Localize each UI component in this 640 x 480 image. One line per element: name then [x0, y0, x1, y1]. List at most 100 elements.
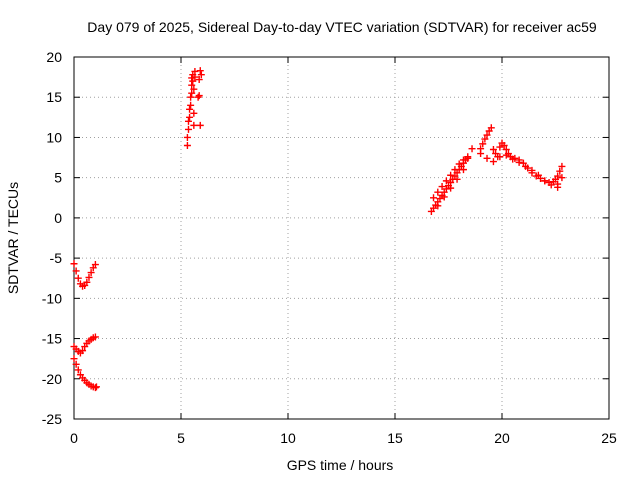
- data-point: [541, 177, 549, 185]
- data-point: [496, 143, 504, 151]
- data-point: [183, 133, 191, 141]
- data-point: [515, 158, 523, 166]
- series-evening-segment: [427, 124, 566, 215]
- series-early-segment-c: [70, 355, 100, 392]
- data-point: [196, 67, 204, 75]
- data-point: [451, 166, 459, 174]
- data-point: [188, 81, 196, 89]
- data-point: [464, 153, 472, 161]
- data-point: [438, 183, 446, 191]
- data-point: [186, 105, 194, 113]
- data-point: [74, 366, 82, 374]
- x-tick-label: 10: [280, 430, 296, 446]
- y-tick-label: -10: [42, 290, 62, 306]
- data-point: [74, 274, 82, 282]
- y-tick-label: -25: [42, 411, 62, 427]
- data-point: [190, 85, 198, 93]
- x-tick-label: 5: [177, 430, 185, 446]
- data-point: [87, 269, 95, 277]
- y-tick-label: 0: [54, 210, 62, 226]
- data-point: [440, 193, 448, 201]
- data-point: [189, 77, 197, 85]
- data-point: [483, 154, 491, 162]
- data-point: [442, 177, 450, 185]
- data-point: [191, 67, 199, 75]
- data-point: [70, 260, 78, 268]
- data-point: [83, 278, 91, 286]
- data-point: [534, 171, 542, 179]
- data-point: [453, 175, 461, 183]
- x-tick-label: 15: [387, 430, 403, 446]
- data-point: [554, 180, 562, 188]
- chart-title: Day 079 of 2025, Sidereal Day-to-day VTE…: [87, 19, 597, 35]
- data-point: [434, 202, 442, 210]
- data-point: [190, 109, 198, 117]
- data-point: [554, 172, 562, 180]
- data-point: [72, 267, 80, 275]
- y-tick-label: -15: [42, 331, 62, 347]
- data-points: [70, 67, 566, 392]
- data-point: [91, 333, 99, 341]
- x-tick-label: 20: [494, 430, 510, 446]
- data-point: [556, 167, 564, 175]
- y-tick-labels: -25 -20 -15 -10 -5 0 5 10 15 20: [42, 49, 62, 427]
- data-point: [468, 145, 476, 153]
- y-tick-label: 10: [46, 129, 62, 145]
- data-point: [481, 135, 489, 143]
- series-early-segment-a: [70, 260, 99, 290]
- data-point: [455, 160, 463, 168]
- data-point: [430, 194, 438, 202]
- data-point: [196, 121, 204, 129]
- data-point: [91, 384, 99, 392]
- data-point: [487, 124, 495, 132]
- y-tick-label: -20: [42, 371, 62, 387]
- data-point: [477, 150, 485, 158]
- data-point: [85, 273, 93, 281]
- y-tick-label: 15: [46, 89, 62, 105]
- data-point: [72, 360, 80, 368]
- data-point: [195, 76, 203, 84]
- series-early-segment-b: [70, 333, 99, 357]
- data-point: [188, 89, 196, 97]
- data-point: [509, 155, 517, 163]
- data-point: [186, 113, 194, 121]
- data-point: [92, 383, 100, 391]
- x-tick-label: 25: [601, 430, 617, 446]
- data-point: [558, 174, 566, 182]
- data-point: [459, 166, 467, 174]
- y-tick-label: 20: [46, 49, 62, 65]
- data-point: [502, 151, 510, 159]
- axis-ticks: [73, 56, 610, 420]
- data-point: [489, 146, 497, 154]
- data-point: [187, 93, 195, 101]
- x-tick-labels: 0 5 10 15 20 25: [70, 430, 617, 446]
- data-point: [447, 184, 455, 192]
- data-point: [528, 166, 536, 174]
- data-point: [190, 121, 198, 129]
- data-point: [197, 71, 205, 79]
- data-point: [187, 101, 195, 109]
- data-point: [70, 355, 78, 363]
- data-point: [447, 171, 455, 179]
- data-point: [479, 140, 487, 148]
- data-point: [489, 158, 497, 166]
- x-axis-label: GPS time / hours: [287, 457, 394, 473]
- data-point: [194, 93, 202, 101]
- data-point: [183, 141, 191, 149]
- data-point: [188, 74, 196, 82]
- grid: [74, 57, 609, 419]
- data-point: [184, 125, 192, 133]
- y-tick-label: -5: [50, 250, 63, 266]
- series-morning-segment: [183, 67, 205, 149]
- data-point: [91, 261, 99, 269]
- data-point: [184, 117, 192, 125]
- data-point: [496, 153, 504, 161]
- y-axis-label: SDTVAR / TECUs: [5, 182, 21, 294]
- data-point: [558, 162, 566, 170]
- data-point: [500, 141, 508, 149]
- data-point: [79, 347, 87, 355]
- y-tick-label: 5: [54, 170, 62, 186]
- x-tick-label: 0: [70, 430, 78, 446]
- data-point: [483, 131, 491, 139]
